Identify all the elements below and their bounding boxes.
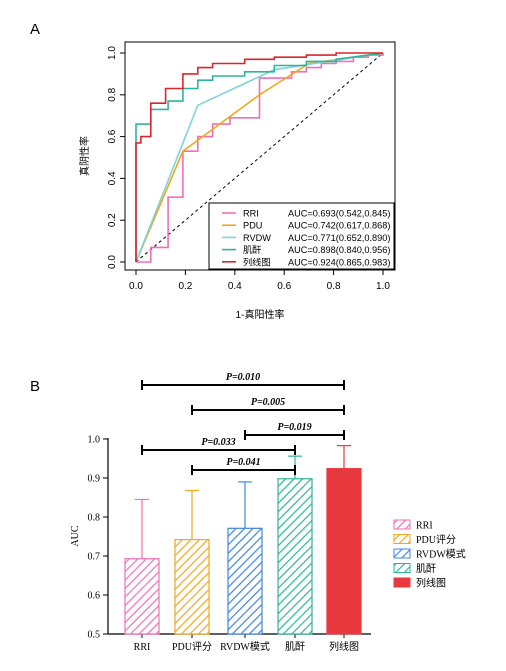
roc-x-axis: 0.0 0.2 0.4 0.6 0.8 1.0 — [129, 269, 390, 292]
bar-legend-swatch — [393, 534, 411, 544]
roc-x-tick-label: 0.2 — [178, 281, 192, 292]
significance-label: P=0.019 — [277, 422, 311, 433]
bar-y-tick-label: 0.8 — [88, 513, 101, 524]
bar-legend-swatch — [393, 577, 411, 588]
roc-y-tick-label: 0.6 — [107, 129, 118, 143]
roc-legend-name: PDU — [243, 221, 262, 231]
roc-x-tick-label: 0.8 — [327, 281, 341, 292]
bar-y-tick-label: 1.0 — [88, 435, 101, 446]
bar-legend-swatch — [393, 563, 411, 573]
bar-legend-label: RVDW模式 — [416, 548, 466, 561]
bar-x-tick-label: RRI — [134, 642, 151, 653]
bar-legend-label: 列线图 — [416, 577, 446, 590]
roc-y-axis: 0.0 0.2 0.4 0.6 0.8 1.0 — [107, 46, 126, 269]
significance-brackets: P=0.010 P=0.005 P=0.019 P=0.033 P=0.041 — [141, 372, 345, 475]
bar-y-tick-label: 0.7 — [88, 552, 101, 563]
bar-x-tick-label: PDU评分 — [172, 641, 212, 653]
bar-x-tick-label: 肌酐 — [285, 641, 305, 653]
bar-y-tick-label: 0.5 — [88, 630, 101, 641]
bar-legend-label: PDU评分 — [416, 534, 456, 546]
roc-panel: A 0.0 0.2 0.4 0.6 0.8 1.0 0.00.20.40.60.81.0 … — [30, 21, 396, 321]
roc-x-tick-label: 0.6 — [277, 281, 291, 292]
roc-y-tick-label: 0.0 — [107, 255, 118, 269]
significance-label: P=0.033 — [201, 437, 235, 448]
panel-label-a: A — [30, 21, 40, 38]
panel-label-b: B — [30, 378, 40, 395]
bar-legend-label: 肌酐 — [416, 563, 436, 575]
roc-y-tick-label: 1.0 — [107, 46, 118, 60]
bars — [124, 445, 362, 635]
roc-legend: RRI AUC=0.693(0.542,0.845) PDU AUC=0.742(0.… — [208, 202, 395, 270]
bar-y-tick-label: 0.6 — [88, 591, 101, 602]
bar-legend-swatch — [393, 519, 411, 530]
roc-x-tick-label: 0.4 — [228, 281, 242, 292]
roc-y-axis-title: 真阴性率 — [78, 136, 91, 176]
roc-legend-auc: AUC=0.742(0.617,0.868) — [288, 221, 390, 231]
roc-curve-4 — [135, 52, 384, 262]
roc-legend-name: RVDW — [243, 233, 271, 243]
bar-legend-label: RRI — [416, 521, 433, 532]
bar-y-axis-title: AUC — [70, 525, 81, 546]
bar-axes: 0.5 0.6 0.7 0.8 0.9 1.0 RRI PDU评分 RVDW模式 肌酐 列线图 — [88, 435, 371, 653]
bar — [326, 468, 362, 635]
roc-legend-auc: AUC=0.898(0.840,0.956) — [288, 245, 390, 255]
bar — [277, 478, 313, 635]
bar-x-tick-label: 列线图 — [329, 640, 359, 653]
roc-legend-auc: AUC=0.771(0.652,0.890) — [288, 233, 390, 243]
bar — [174, 539, 210, 635]
roc-curve-1 — [136, 53, 384, 263]
significance-label: P=0.041 — [226, 457, 260, 468]
roc-y-tick-label: 0.2 — [107, 213, 118, 227]
roc-legend-auc: AUC=0.924(0.865,0.983) — [288, 257, 390, 267]
roc-legend-name: 列线图 — [243, 256, 271, 267]
bar — [124, 558, 160, 635]
bar-x-tick-label: RVDW模式 — [220, 640, 270, 653]
roc-y-tick-label: 0.8 — [107, 87, 118, 101]
roc-x-tick-label: 0.0 — [129, 281, 143, 292]
significance-label: P=0.005 — [251, 397, 285, 408]
roc-legend-auc: AUC=0.693(0.542,0.845) — [288, 209, 390, 219]
bar-y-tick-label: 0.9 — [88, 474, 101, 485]
roc-curve-5 — [135, 52, 383, 262]
bar-legend-swatch — [393, 548, 411, 559]
roc-x-axis-title: 1-真阳性率 — [236, 308, 285, 321]
roc-legend-box — [208, 202, 395, 270]
roc-y-tick-label: 0.4 — [107, 171, 118, 185]
significance-label: P=0.010 — [226, 372, 260, 383]
roc-legend-name: 肌酐 — [243, 245, 261, 255]
roc-curves — [135, 52, 384, 263]
roc-legend-name: RRI — [243, 209, 259, 219]
bar — [227, 527, 263, 635]
roc-x-tick-label: 1.0 — [376, 281, 390, 292]
